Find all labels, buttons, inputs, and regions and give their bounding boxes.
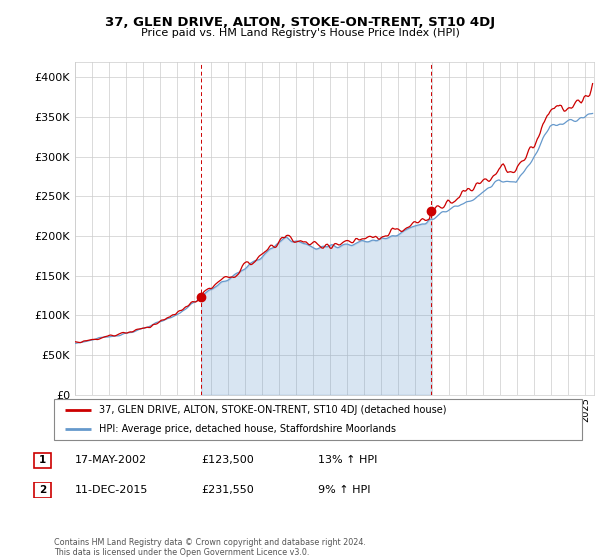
Text: 11-DEC-2015: 11-DEC-2015 xyxy=(75,485,148,495)
Text: 37, GLEN DRIVE, ALTON, STOKE-ON-TRENT, ST10 4DJ (detached house): 37, GLEN DRIVE, ALTON, STOKE-ON-TRENT, S… xyxy=(99,405,446,415)
FancyBboxPatch shape xyxy=(54,399,582,440)
FancyBboxPatch shape xyxy=(34,452,51,468)
Text: 17-MAY-2002: 17-MAY-2002 xyxy=(75,455,147,465)
Text: Contains HM Land Registry data © Crown copyright and database right 2024.
This d: Contains HM Land Registry data © Crown c… xyxy=(54,538,366,557)
Text: 1: 1 xyxy=(39,455,46,465)
Text: £123,500: £123,500 xyxy=(201,455,254,465)
Text: HPI: Average price, detached house, Staffordshire Moorlands: HPI: Average price, detached house, Staf… xyxy=(99,424,396,433)
Text: £231,550: £231,550 xyxy=(201,485,254,495)
Text: 13% ↑ HPI: 13% ↑ HPI xyxy=(318,455,377,465)
Text: 2: 2 xyxy=(39,485,46,495)
Text: Price paid vs. HM Land Registry's House Price Index (HPI): Price paid vs. HM Land Registry's House … xyxy=(140,28,460,38)
FancyBboxPatch shape xyxy=(34,482,51,497)
Text: 37, GLEN DRIVE, ALTON, STOKE-ON-TRENT, ST10 4DJ: 37, GLEN DRIVE, ALTON, STOKE-ON-TRENT, S… xyxy=(105,16,495,29)
Text: 9% ↑ HPI: 9% ↑ HPI xyxy=(318,485,371,495)
